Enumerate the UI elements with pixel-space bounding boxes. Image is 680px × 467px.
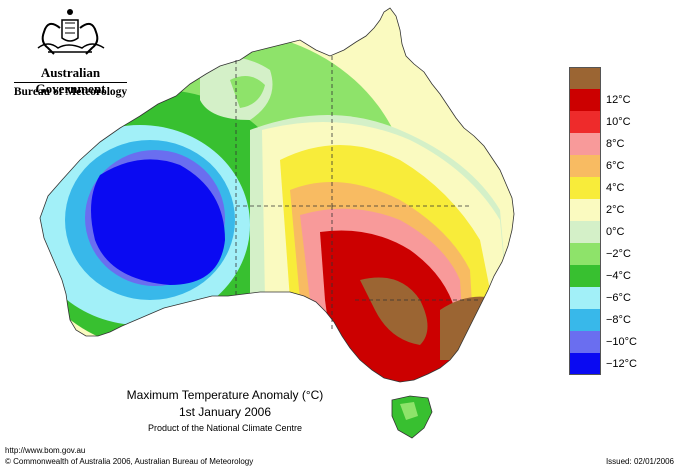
copyright-notice: © Commonwealth of Australia 2006, Austra… [5, 457, 254, 466]
map-product: Product of the National Climate Centre [147, 423, 303, 433]
legend-label: 6°C [606, 160, 625, 172]
map-title: Maximum Temperature Anomaly (°C) [126, 388, 324, 402]
map-date: 1st January 2006 [178, 405, 272, 419]
legend-label: −6°C [606, 292, 631, 304]
legend-swatch [569, 155, 601, 177]
state-borders [235, 56, 480, 330]
tasmania [391, 395, 433, 439]
legend-label: 4°C [606, 182, 625, 194]
legend-swatch [569, 67, 601, 89]
australia-map [39, 7, 515, 439]
coat-of-arms-icon [37, 9, 105, 55]
anomaly-contours [40, 8, 514, 382]
legend-swatch [569, 309, 601, 331]
legend-swatch [569, 199, 601, 221]
legend-swatch [569, 89, 601, 111]
legend-label: −4°C [606, 270, 631, 282]
legend-swatch [569, 111, 601, 133]
legend-swatch [569, 243, 601, 265]
legend-swatch [569, 331, 601, 353]
legend-label: 8°C [606, 138, 625, 150]
issued-date: Issued: 02/01/2006 [605, 457, 674, 466]
legend-swatch [569, 265, 601, 287]
gov-title: Australian Government [35, 65, 106, 96]
bom-logo: Australian Government Bureau of Meteorol… [8, 8, 133, 100]
legend-swatch [569, 133, 601, 155]
legend-label: −8°C [606, 314, 631, 326]
legend-label: −10°C [606, 336, 638, 348]
legend-label: −12°C [606, 358, 638, 370]
legend-swatch [569, 177, 601, 199]
legend-label: 10°C [606, 116, 631, 128]
legend-label: −2°C [606, 248, 631, 260]
logo-divider [14, 82, 127, 83]
legend-label: 12°C [606, 94, 631, 106]
legend-swatch [569, 353, 601, 375]
bom-title: Bureau of Meteorology [13, 86, 128, 98]
legend-swatch [569, 287, 601, 309]
website-link[interactable]: http://www.bom.gov.au [5, 446, 86, 455]
legend-label: 0°C [606, 226, 625, 238]
coastline [39, 7, 515, 383]
legend-swatch [569, 221, 601, 243]
legend-label: 2°C [606, 204, 625, 216]
